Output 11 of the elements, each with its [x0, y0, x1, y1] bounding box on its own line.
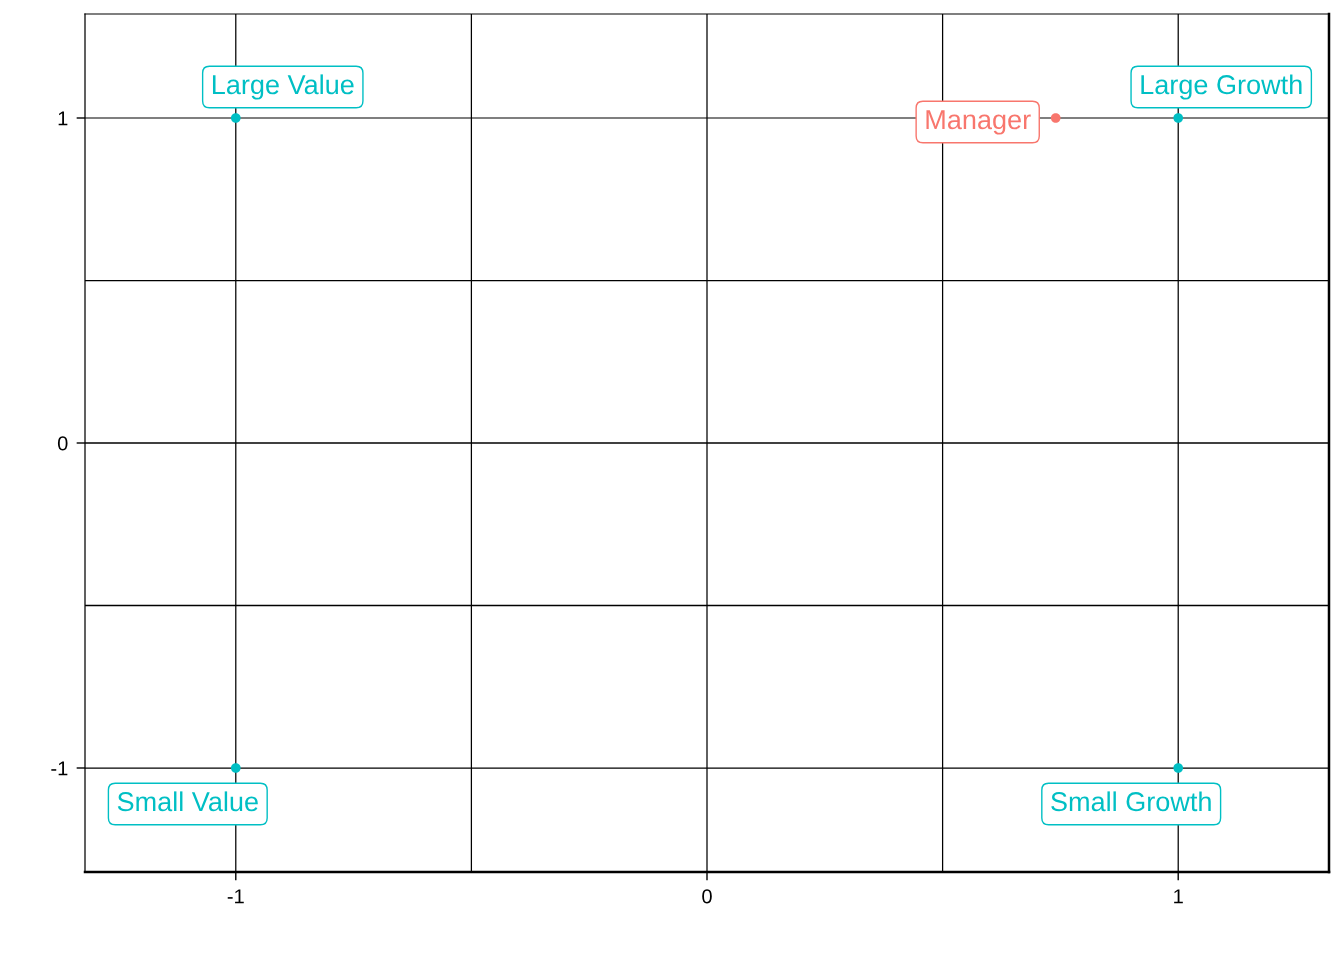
x-tick-label: 1	[1174, 889, 1183, 904]
x-tick-label: -1	[227, 889, 244, 904]
annotation: Large Growth	[1141, 74, 1302, 100]
annotation: Small Growth	[1051, 791, 1211, 812]
y-tick-label: 1	[58, 111, 68, 126]
x-tick-label: 0	[702, 889, 712, 904]
annotation: Large Value	[212, 74, 354, 100]
annotation: Manager	[926, 110, 1031, 135]
y-tick-label: -1	[51, 761, 68, 776]
y-tick-label: 0	[57, 436, 68, 451]
annotation: Small Value	[117, 791, 258, 812]
